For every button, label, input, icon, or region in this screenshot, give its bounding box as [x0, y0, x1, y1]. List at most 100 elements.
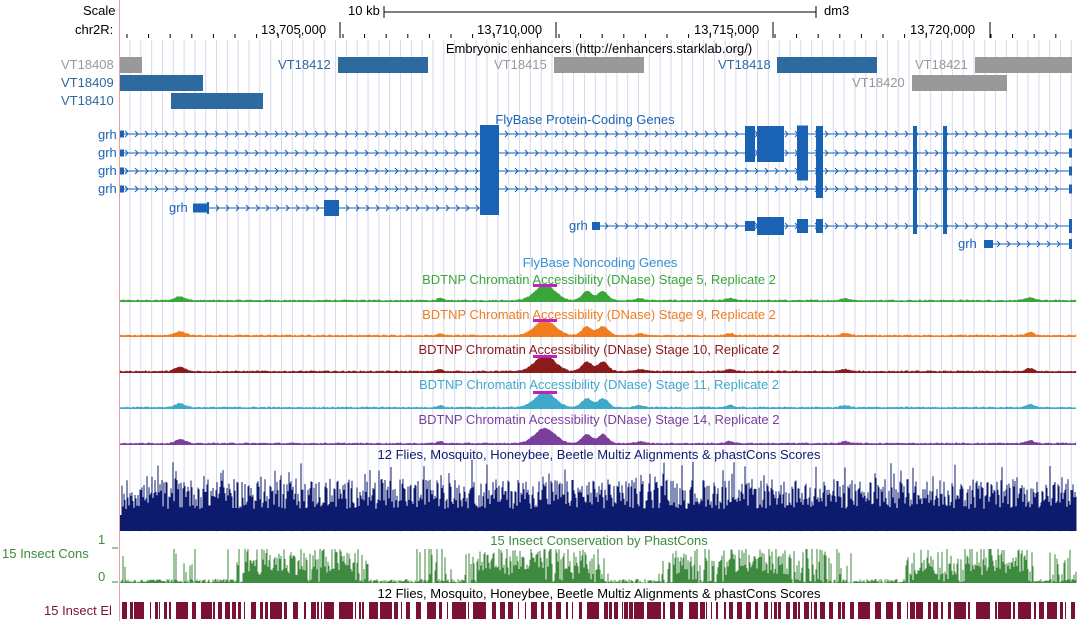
conserved-element: [427, 602, 436, 619]
conserved-element: [265, 602, 268, 619]
scale-label: Scale: [83, 3, 116, 18]
conserved-element: [251, 602, 256, 619]
dnase-peak-cap: [533, 319, 557, 322]
conserved-element: [380, 602, 392, 619]
conserved-element: [820, 602, 825, 619]
conserved-element: [270, 602, 282, 619]
conserved-element: [910, 602, 915, 619]
gene-exon: [745, 126, 755, 162]
gene-label[interactable]: grh: [98, 145, 117, 160]
conserved-element: [169, 602, 171, 619]
enhancer-block: [120, 75, 203, 91]
gene-exon: [480, 125, 499, 215]
enhancer-label[interactable]: VT18412: [278, 57, 331, 72]
conserved-element: [786, 602, 790, 619]
ruler-position: 13,710,000: [477, 22, 543, 37]
gene-exon: [1069, 219, 1072, 233]
track-title-dnase-stage11[interactable]: BDTNP Chromatin Accessibility (DNase) St…: [418, 377, 780, 392]
conserved-element: [995, 602, 997, 619]
dnase-signal: [119, 285, 1077, 302]
gene-exon: [797, 125, 808, 181]
phastcons-axis-max: 1: [98, 532, 106, 547]
gene-exon: [816, 126, 823, 198]
phastcons-axis-min: 0: [98, 569, 106, 584]
conserved-element: [700, 602, 705, 619]
enhancer-label[interactable]: VT18415: [494, 57, 547, 72]
enhancer-label[interactable]: VT18409: [61, 75, 114, 90]
conserved-element: [724, 602, 726, 619]
enhancer-label[interactable]: VT18421: [915, 57, 968, 72]
gene-label[interactable]: grh: [569, 218, 588, 233]
conserved-element: [406, 602, 410, 619]
conserved-element: [764, 602, 768, 619]
conserved-element: [401, 602, 402, 619]
gene-exon: [745, 221, 755, 231]
enhancer-block: [777, 57, 877, 73]
track-title-phastcons[interactable]: 15 Insect Conservation by PhastCons: [490, 533, 708, 548]
conserved-element: [213, 602, 215, 619]
conserved-element: [452, 602, 466, 619]
gene-label[interactable]: grh: [98, 181, 117, 196]
conserved-element: [886, 602, 893, 619]
enhancer-label[interactable]: VT18418: [718, 57, 771, 72]
conserved-element: [778, 602, 781, 619]
elements-side-label: 15 Insect El: [44, 603, 112, 618]
conserved-element: [548, 602, 552, 619]
enhancer-label[interactable]: VT18410: [61, 93, 114, 108]
track-title-dnase-stage14[interactable]: BDTNP Chromatin Accessibility (DNase) St…: [418, 412, 780, 427]
conserved-element: [518, 602, 519, 619]
conserved-element: [321, 602, 322, 619]
conserved-element: [976, 602, 990, 619]
gene-exon: [592, 222, 600, 230]
conserved-element: [933, 602, 938, 619]
conserved-element: [369, 602, 378, 619]
conserved-element: [1018, 602, 1031, 619]
gene-label[interactable]: grh: [169, 200, 188, 215]
gene-label[interactable]: grh: [98, 163, 117, 178]
multiz-base-band: [120, 515, 1076, 531]
conserved-element: [624, 602, 628, 619]
conserved-element: [416, 602, 421, 619]
enhancer-block: [338, 57, 428, 73]
gene-exon: [324, 200, 339, 216]
conserved-element: [604, 602, 608, 619]
conserved-element: [829, 602, 833, 619]
conserved-element: [948, 602, 951, 619]
conserved-element: [244, 602, 245, 619]
track-title-elements[interactable]: 12 Flies, Mosquito, Honeybee, Beetle Mul…: [377, 586, 821, 601]
conserved-element: [689, 602, 698, 619]
gene-label[interactable]: grh: [958, 236, 977, 251]
conserved-element: [218, 602, 222, 619]
conserved-element: [150, 602, 151, 619]
track-title-noncoding[interactable]: FlyBase Noncoding Genes: [522, 255, 678, 270]
conserved-element: [663, 602, 665, 619]
track-title-dnase-stage5[interactable]: BDTNP Chromatin Accessibility (DNase) St…: [422, 272, 776, 287]
track-title-protein-genes[interactable]: FlyBase Protein-Coding Genes: [495, 112, 675, 127]
gene-exon: [1069, 148, 1072, 158]
track-title-dnase-stage9[interactable]: BDTNP Chromatin Accessibility (DNase) St…: [422, 307, 776, 322]
conserved-element: [811, 602, 812, 619]
gene-exon: [913, 126, 917, 234]
track-title-enhancers[interactable]: Embryonic enhancers (http://enhancers.st…: [445, 41, 753, 56]
conserved-element: [541, 602, 544, 619]
conserved-element: [629, 602, 633, 619]
conserved-element: [916, 602, 923, 619]
conserved-element: [678, 602, 683, 619]
conserved-element: [225, 602, 230, 619]
gene-exon: [480, 201, 499, 215]
dnase-signal: [119, 354, 1077, 373]
conserved-element: [447, 602, 448, 619]
track-title-multiz[interactable]: 12 Flies, Mosquito, Honeybee, Beetle Mul…: [377, 447, 821, 462]
conserved-element: [394, 602, 398, 619]
track-title-dnase-stage10[interactable]: BDTNP Chromatin Accessibility (DNase) St…: [418, 342, 780, 357]
conserved-element: [587, 602, 599, 619]
enhancer-label[interactable]: VT18420: [852, 75, 905, 90]
conserved-element: [755, 602, 758, 619]
enhancer-label[interactable]: VT18408: [61, 57, 114, 72]
conserved-element: [579, 602, 582, 619]
gene-label[interactable]: grh: [98, 127, 117, 142]
conserved-element: [473, 602, 486, 619]
conserved-element: [159, 602, 160, 619]
